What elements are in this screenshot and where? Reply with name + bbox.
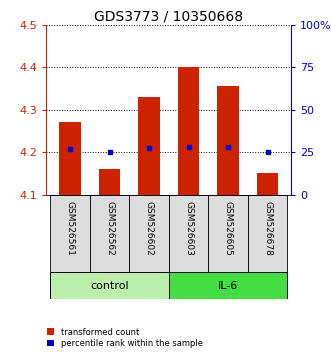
Bar bbox=[248, 195, 287, 272]
Bar bbox=[169, 272, 287, 299]
Bar bbox=[90, 195, 129, 272]
Text: control: control bbox=[90, 281, 129, 291]
Text: GSM526605: GSM526605 bbox=[223, 201, 233, 256]
Bar bbox=[138, 97, 160, 195]
Bar bbox=[169, 195, 208, 272]
Text: GSM526562: GSM526562 bbox=[105, 201, 114, 256]
Bar bbox=[129, 195, 169, 272]
Legend: transformed count, percentile rank within the sample: transformed count, percentile rank withi… bbox=[47, 327, 203, 348]
Bar bbox=[208, 195, 248, 272]
Text: GSM526602: GSM526602 bbox=[145, 201, 154, 256]
Bar bbox=[257, 173, 278, 195]
Text: IL-6: IL-6 bbox=[218, 281, 238, 291]
Text: GSM526561: GSM526561 bbox=[66, 201, 74, 256]
Bar bbox=[217, 86, 239, 195]
Text: GSM526678: GSM526678 bbox=[263, 201, 272, 256]
Bar bbox=[99, 169, 120, 195]
Title: GDS3773 / 10350668: GDS3773 / 10350668 bbox=[94, 10, 243, 24]
Bar bbox=[50, 272, 169, 299]
Text: GSM526603: GSM526603 bbox=[184, 201, 193, 256]
Bar bbox=[59, 122, 81, 195]
Bar bbox=[178, 67, 200, 195]
Bar bbox=[50, 195, 90, 272]
